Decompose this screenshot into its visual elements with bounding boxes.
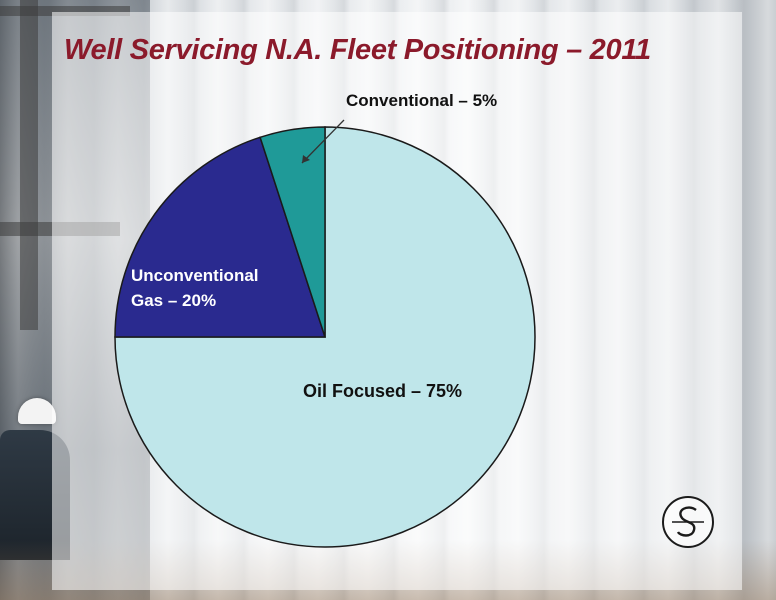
slice-label-oil-focused: Oil Focused – 75% xyxy=(303,381,462,401)
slice-label-unconventional-line2: Gas – 20% xyxy=(131,291,216,310)
pie-slice-unconventional-gas xyxy=(114,136,327,338)
slide-title: Well Servicing N.A. Fleet Positioning – … xyxy=(64,34,651,66)
company-s-logo-icon xyxy=(662,496,714,548)
slice-label-unconventional-line1: Unconventional xyxy=(131,266,259,285)
pie-slice-oil-focused xyxy=(114,126,536,548)
worker-helmet xyxy=(18,398,56,424)
conventional-leader-arrowhead xyxy=(302,155,310,163)
background-chain xyxy=(20,0,38,330)
pie-slices xyxy=(114,126,536,548)
slice-label-unconventional-gas: Unconventional Gas – 20% xyxy=(131,266,263,310)
conventional-leader-line xyxy=(301,119,345,164)
pie-slice-conventional xyxy=(259,126,326,338)
slice-label-conventional: Conventional – 5% xyxy=(346,91,497,110)
background-beam xyxy=(0,6,130,16)
